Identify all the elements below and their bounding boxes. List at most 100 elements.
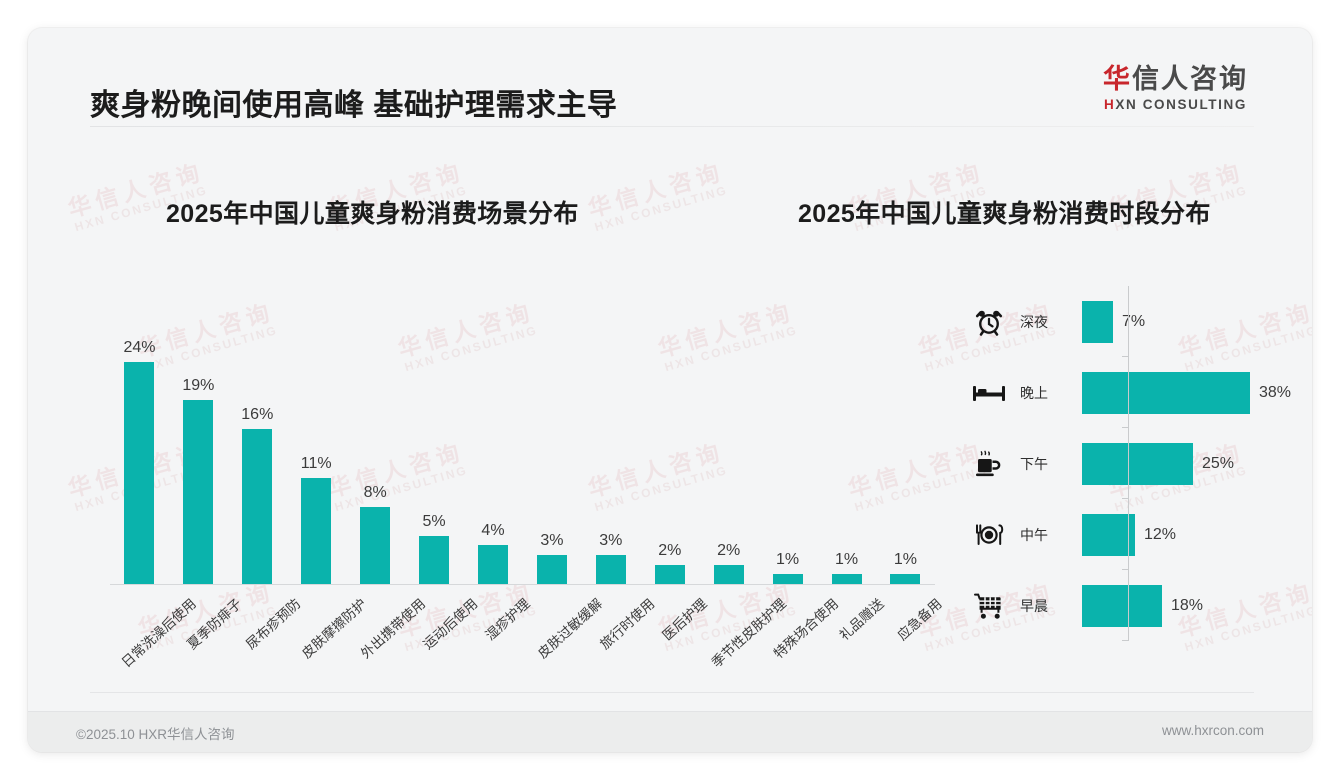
bar[interactable] — [536, 555, 567, 584]
bar-value-label: 19% — [182, 377, 215, 394]
bar-column[interactable]: 3% — [522, 339, 581, 584]
axis-tick — [1122, 498, 1129, 499]
category-label-cell: 外出携带使用 — [346, 584, 428, 674]
category-label-cell: 旅行时使用 — [581, 584, 657, 674]
category-label-cell: 礼品赠送 — [817, 584, 886, 674]
category-label-cell: 医后护理 — [640, 584, 709, 674]
category-label-cell: 特殊场合使用 — [758, 584, 841, 674]
bar[interactable] — [360, 507, 391, 584]
time-slot-bar-container: 12% — [1076, 499, 1288, 570]
bar[interactable] — [1082, 513, 1135, 556]
bar-column[interactable]: 2% — [699, 339, 758, 584]
bar[interactable] — [654, 565, 685, 584]
bar-column[interactable]: 8% — [346, 339, 405, 584]
time-slot-bar-container: 25% — [1076, 428, 1288, 499]
category-label-cell: 应急备用 — [876, 584, 945, 674]
time-slot-row[interactable]: 下午 25% — [958, 428, 1288, 499]
bar[interactable] — [831, 574, 862, 584]
time-slot-label: 中午 — [1020, 526, 1048, 543]
bar[interactable] — [242, 429, 273, 584]
time-slot-row[interactable]: 晚上 38% — [958, 357, 1291, 428]
time-slot-label: 深夜 — [1020, 313, 1048, 330]
bar[interactable] — [419, 536, 450, 584]
slide-footer: ©2025.10 HXR华信人咨询 www.hxrcon.com — [28, 711, 1312, 752]
bar-value-label: 12% — [1144, 525, 1177, 543]
bar-column[interactable]: 19% — [169, 339, 228, 584]
bar[interactable] — [1082, 584, 1162, 627]
logo-chinese: 华信人咨询 — [1103, 64, 1248, 95]
bar-value-label: 25% — [1202, 454, 1235, 472]
bar-column[interactable]: 3% — [581, 339, 640, 584]
bar[interactable] — [301, 478, 332, 584]
time-slot-label: 晚上 — [1020, 384, 1048, 401]
slide-header: 爽身粉晚间使用高峰 基础护理需求主导 华信人咨询 HXN CONSULTING — [28, 28, 1312, 127]
bar-value-label: 1% — [834, 551, 859, 568]
time-slot-bar-container: 38% — [1076, 357, 1291, 428]
time-slot-bar-container: 18% — [1076, 570, 1288, 641]
website-text: www.hxrcon.com — [1161, 723, 1264, 738]
scene-distribution-bar-chart: 24% 19% 16% 11% 8% 5% 4% 3% 3% 2% 2% 1% 1% 1% 日常洗澡后使用… — [90, 274, 945, 674]
bar-column[interactable]: 1% — [817, 339, 876, 584]
time-distribution-bar-chart: 深夜 7% 晚上 38% 下午 25% 中午 12% 早晨 18% — [958, 286, 1291, 641]
bar[interactable] — [890, 574, 921, 584]
vertical-axis-labels: 日常洗澡后使用 夏季防痱子 尿布疹预防 皮肤摩擦防护 外出携带使用 运动后使用 湿疹护理 皮肤… — [110, 584, 945, 674]
bar-column[interactable]: 1% — [876, 339, 935, 584]
time-slot-row[interactable]: 中午 12% — [958, 499, 1288, 570]
bar[interactable] — [772, 574, 803, 584]
bar-value-label: 2% — [717, 542, 741, 559]
bar-value-label: 24% — [123, 339, 156, 356]
bar[interactable] — [1082, 442, 1193, 485]
bar-column[interactable]: 5% — [405, 339, 464, 584]
bar[interactable] — [124, 362, 155, 584]
logo-chinese-rest: 信人咨询 — [1132, 64, 1248, 94]
bar-value-label: 7% — [1122, 312, 1146, 330]
bar-value-label: 3% — [599, 532, 623, 549]
brand-logo: 华信人咨询 HXN CONSULTING — [1103, 64, 1248, 112]
time-slot-row[interactable]: 早晨 18% — [958, 570, 1288, 641]
bar[interactable] — [595, 555, 626, 584]
axis-tick — [1122, 427, 1129, 428]
category-label-cell: 夏季防痱子 — [169, 584, 245, 674]
time-slot-row[interactable]: 深夜 7% — [958, 286, 1288, 357]
logo-english-rest: XN CONSULTING — [1115, 97, 1247, 113]
meal-plate-icon — [958, 522, 1020, 548]
chart-baseline-axis — [110, 584, 935, 585]
alarm-clock-icon — [958, 307, 1020, 337]
bar-value-label: 2% — [658, 542, 682, 559]
bar[interactable] — [477, 545, 508, 584]
bar-value-label: 1% — [893, 551, 917, 568]
copyright-text: ©2025.10 HXR华信人咨询 — [76, 727, 235, 742]
page-title: 爽身粉晚间使用高峰 基础护理需求主导 — [90, 89, 618, 122]
horizontal-chart-axis — [1128, 286, 1129, 641]
logo-english: HXN CONSULTING — [1103, 97, 1248, 112]
bar-value-label: 3% — [540, 532, 564, 549]
axis-tick — [1122, 356, 1129, 357]
time-slot-label: 下午 — [1020, 455, 1048, 472]
slide-canvas: 华信人咨询 HXN CONSULTING 华信人咨询 HXN CONSULTING 华信… — [28, 28, 1312, 752]
logo-english-accent: H — [1104, 97, 1116, 113]
left-chart-title: 2025年中国儿童爽身粉消费场景分布 — [166, 200, 579, 228]
bar-column[interactable]: 2% — [640, 339, 699, 584]
vertical-bars-container: 24% 19% 16% 11% 8% 5% 4% 3% 3% 2% 2% 1% 1% 1% — [110, 339, 935, 584]
bar-column[interactable]: 1% — [758, 339, 817, 584]
bar[interactable] — [713, 565, 744, 584]
bar-column[interactable]: 24% — [110, 339, 169, 584]
bar-column[interactable]: 11% — [287, 339, 346, 584]
bar[interactable] — [183, 400, 214, 584]
bar-column[interactable]: 4% — [464, 339, 523, 584]
right-chart-title: 2025年中国儿童爽身粉消费时段分布 — [798, 200, 1211, 228]
bar[interactable] — [1082, 371, 1250, 414]
bar[interactable] — [1082, 300, 1113, 343]
bar-value-label: 8% — [363, 484, 387, 501]
category-label-cell: 皮肤过敏缓解 — [522, 584, 605, 674]
bar-value-label: 11% — [300, 455, 332, 472]
bed-icon — [958, 380, 1020, 406]
category-label-cell: 季节性皮肤护理 — [699, 584, 788, 674]
watermark-chinese: 华信人咨询 — [585, 158, 727, 223]
time-slot-bar-container: 7% — [1076, 286, 1288, 357]
bar-value-label: 5% — [422, 513, 446, 530]
coffee-mug-icon — [958, 449, 1020, 479]
bar-column[interactable]: 16% — [228, 339, 287, 584]
category-label-cell: 运动后使用 — [405, 584, 480, 674]
